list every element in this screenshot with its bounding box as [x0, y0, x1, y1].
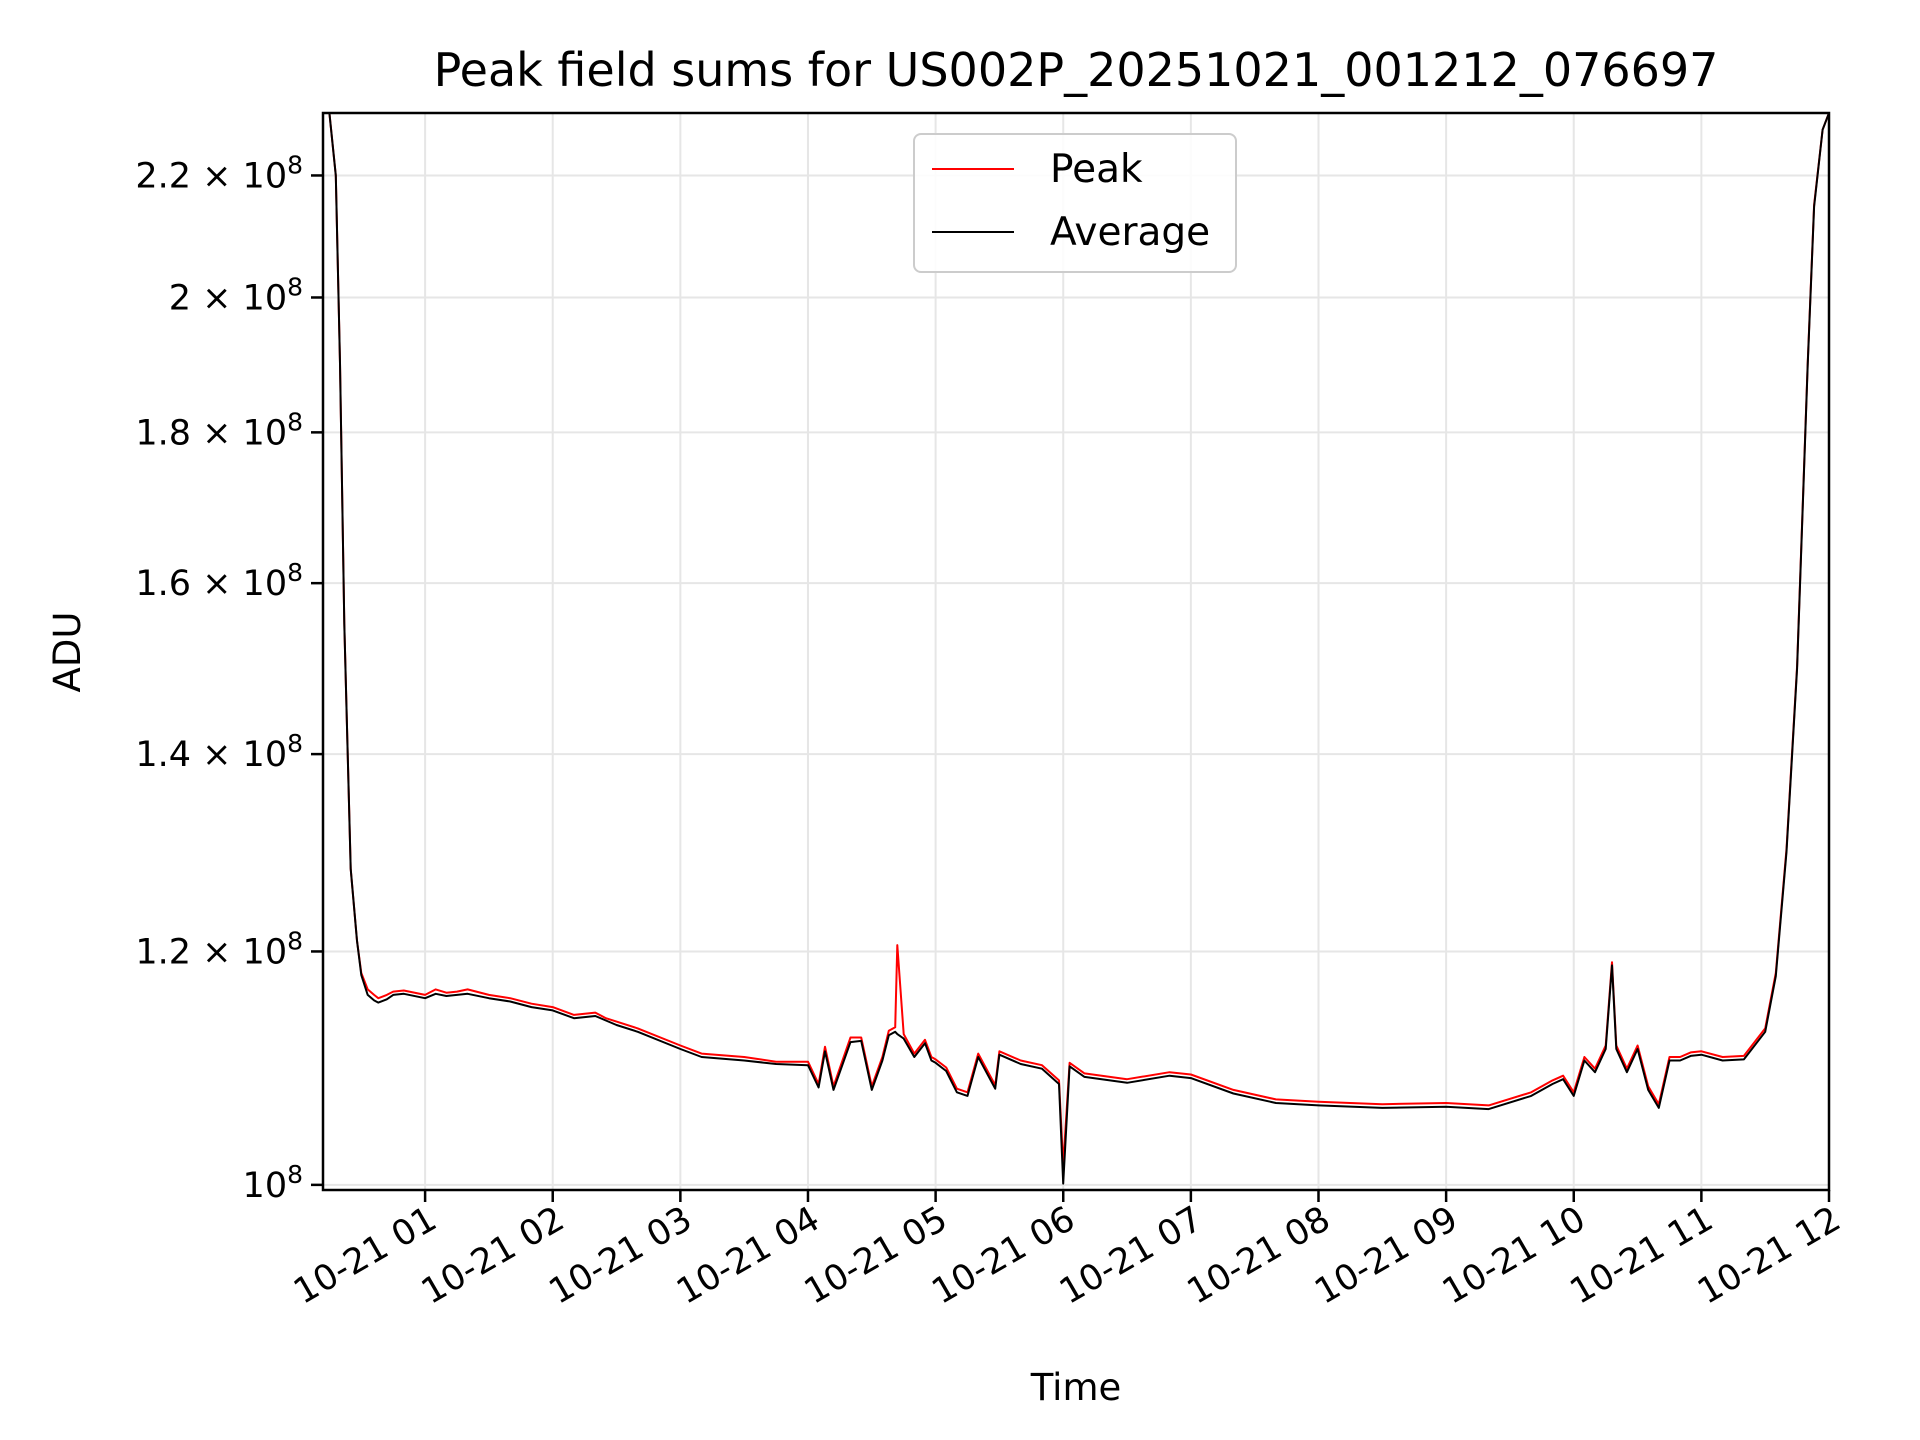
x-tick-label: 10-21 07	[1053, 1199, 1209, 1312]
legend-label-peak: Peak	[1050, 147, 1143, 192]
series-line-average	[323, 113, 1829, 1185]
y-tick-label: 1.6 × 108	[135, 558, 303, 605]
x-tick-label: 10-21 08	[1181, 1199, 1337, 1312]
y-tick-label: 1.8 × 108	[135, 407, 303, 454]
x-tick-label: 10-21 05	[798, 1199, 954, 1312]
y-tick-label: 1.4 × 108	[135, 729, 303, 776]
x-tick-label: 10-21 12	[1691, 1199, 1847, 1312]
plot-frame	[321, 111, 1831, 1192]
y-tick-label: 2 × 108	[169, 272, 303, 319]
x-tick-label: 10-21 09	[1308, 1199, 1464, 1312]
y-axis-label: ADU	[46, 612, 89, 693]
x-tick-label: 10-21 01	[287, 1199, 443, 1312]
legend: Peak Average	[913, 133, 1237, 273]
plot-lines	[323, 113, 1829, 1185]
x-tick-label: 10-21 02	[415, 1199, 571, 1312]
x-tick-label: 10-21 10	[1436, 1199, 1592, 1312]
x-axis-label: Time	[1030, 1366, 1122, 1409]
grid	[323, 113, 1830, 1190]
x-tick-label: 10-21 11	[1564, 1199, 1720, 1312]
x-tick-label: 10-21 04	[670, 1199, 826, 1312]
y-axis: 108 1.2 × 108 1.4 × 108 1.6 × 108 1.8 × 108 2…	[135, 150, 323, 1206]
x-tick-label: 10-21 03	[543, 1199, 699, 1312]
y-tick-label: 108	[243, 1159, 303, 1206]
chart-title: Peak field sums for US002P_20251021_0012…	[434, 43, 1719, 97]
y-tick-label: 2.2 × 108	[135, 150, 303, 197]
x-tick-label: 10-21 06	[925, 1199, 1081, 1312]
legend-label-average: Average	[1050, 210, 1210, 255]
y-tick-label: 1.2 × 108	[135, 926, 303, 973]
